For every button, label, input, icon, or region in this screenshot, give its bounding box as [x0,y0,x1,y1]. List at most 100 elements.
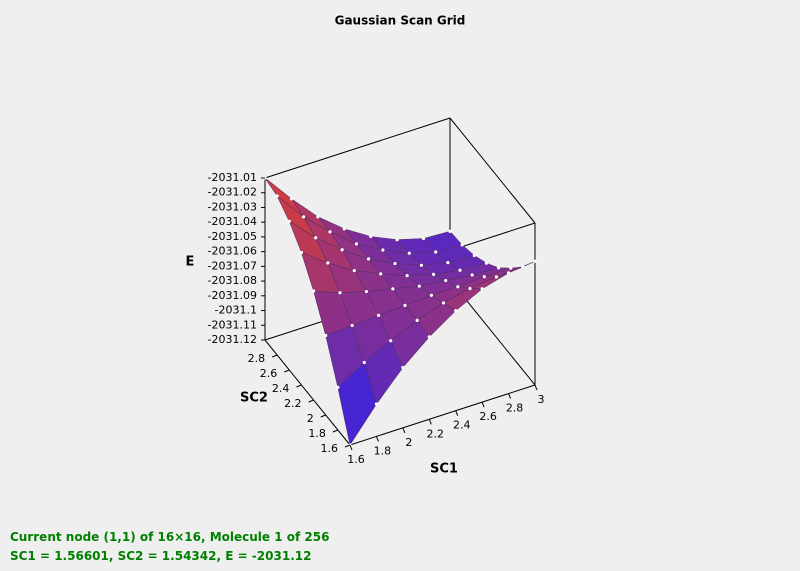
grid-node [328,230,332,234]
z-tick-label: -2031.05 [208,230,257,243]
z-tick-label: -2031.02 [208,186,257,199]
grid-node [480,287,484,291]
x-tick-label: 3 [538,393,545,406]
grid-node [444,278,448,283]
y-tick [284,369,290,373]
box-edge [449,117,536,224]
x-axis-label: SC1 [430,462,458,477]
grid-node [379,272,383,276]
grid-node [441,301,446,305]
grid-node [362,360,366,365]
y-tick-label: 2.6 [260,367,278,380]
z-tick-label: -2031.12 [208,333,257,346]
grid-node [431,272,436,276]
grid-node [275,194,279,198]
grid-node [366,257,371,261]
grid-node [484,261,489,265]
grid-node [421,236,426,241]
y-tick [332,429,339,433]
grid-node [374,402,379,406]
grid-node [369,234,373,239]
x-tick [402,427,406,434]
y-tick [344,444,351,448]
x-tick [508,393,512,399]
y-tick-label: 2 [307,412,314,425]
z-axis-label: E [186,255,195,270]
z-tick-label: -2031.06 [208,245,257,258]
status-line: SC1 = 1.56601, SC2 = 1.54342, E = -2031.… [10,549,311,563]
grid-node [521,265,525,269]
grid-node [301,215,306,219]
grid-node [506,271,511,275]
grid-node [427,335,431,339]
grid-node [482,275,486,279]
z-tick-label: -2031.01 [208,171,257,184]
grid-node [405,274,409,278]
grid-node [509,266,513,270]
grid-node [352,269,356,273]
box-edge [349,384,536,446]
z-tick-label: -2031.08 [208,274,257,287]
x-tick-label: 2.2 [427,427,445,440]
x-tick [481,401,485,408]
chart-title: Gaussian Scan Grid [335,14,466,28]
grid-node [496,266,501,270]
y-tick-label: 1.8 [308,427,326,440]
grid-node [458,268,462,272]
grid-node [393,261,397,266]
grid-node [338,291,342,295]
grid-node [454,308,458,313]
z-tick-label: -2031.11 [208,318,257,331]
y-tick [320,414,326,418]
box-edge [264,339,351,446]
x-tick [455,410,459,416]
y-tick [296,384,302,388]
z-tick-label: -2031.03 [208,200,257,213]
grid-node [456,285,460,289]
x-tick-label: 2 [405,436,412,449]
grid-node [460,243,464,247]
grid-node [407,251,411,255]
grid-node [364,289,369,294]
grid-node [381,248,385,252]
plot-area: -2031.01 -2031.02-2031.03 -2031.04 -2031.05… [208,117,545,466]
grid-node [494,275,499,279]
x-tick-label: 1.6 [347,453,365,466]
grid-node [533,259,537,263]
y-tick-label: 2.8 [248,352,266,365]
z-tick-label: -2031.09 [208,289,257,302]
grid-node [391,287,395,291]
grid-node [415,318,419,322]
grid-node [342,227,346,231]
box-edge [264,117,451,179]
grid-node [354,242,359,246]
grid-node [395,238,399,242]
x-tick-label: 2.8 [506,402,524,415]
z-tick-label: -2031.04 [208,215,257,228]
grid-node [419,263,424,267]
grid-node [389,339,393,343]
z-tick-label: -2031.07 [208,259,257,272]
x-tick [349,444,353,451]
status-line: Current node (1,1) of 16×16, Molecule 1 … [10,530,329,544]
y-axis-label: SC2 [240,391,268,406]
grid-node [350,323,354,328]
x-tick [534,384,538,391]
grid-node [470,273,474,277]
x-tick-label: 2.4 [453,419,471,432]
grid-node [401,365,405,370]
x-tick [428,419,432,425]
grid-node [376,313,381,317]
z-tick-label: -2031.1 [215,304,257,317]
grid-node [324,333,328,338]
grid-node [472,253,476,258]
y-tick-label: 2.2 [284,397,302,410]
grid-node [326,261,330,265]
grid-node [434,250,438,254]
grid-node [311,289,316,293]
y-tick-label: 2.4 [272,382,290,395]
grid-node [417,284,421,288]
grid-node [299,250,304,255]
y-tick [308,399,314,403]
